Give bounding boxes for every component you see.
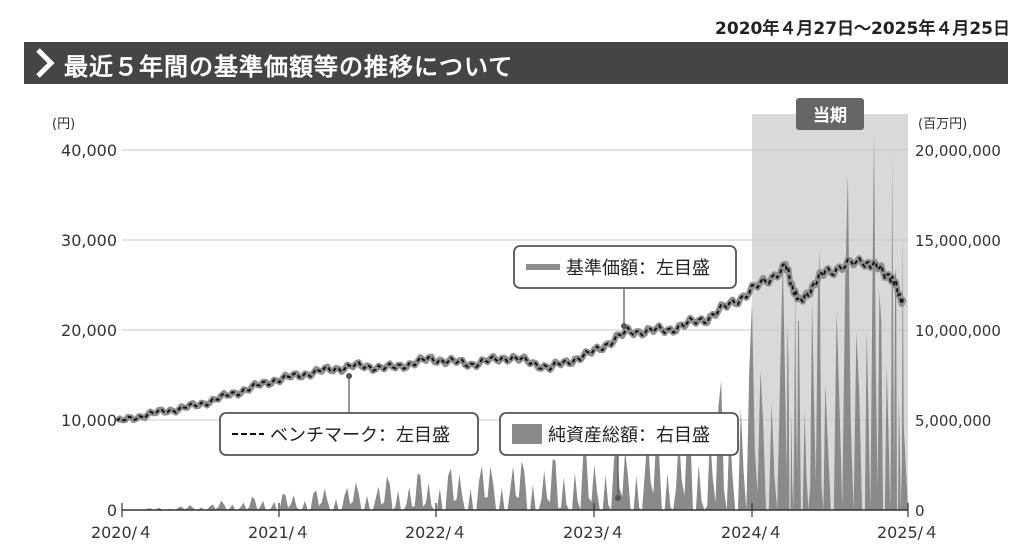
- legend-net-assets: 純資産総額：右目盛: [499, 412, 739, 501]
- left-tick-label: 30,000: [61, 231, 117, 250]
- legend-benchmark: ベンチマーク：左目盛: [219, 373, 479, 456]
- right-tick-label: 10,000,000: [915, 322, 1001, 340]
- net-assets-area: [116, 132, 909, 510]
- title-banner: 最近５年間の基準価額等の推移について: [24, 42, 1008, 84]
- left-tick-labels: 40,000 30,000 20,000 10,000 0: [61, 141, 117, 520]
- x-ticks: [121, 503, 909, 517]
- chevron-right-icon: [36, 48, 55, 78]
- legend-net-assets-label: 純資産総額：右目盛: [548, 425, 710, 446]
- x-tick-label: 2024/４: [721, 523, 783, 542]
- right-tick-label: 5,000,000: [915, 412, 991, 430]
- legend-nav-label: 基準価額：左目盛: [566, 258, 710, 279]
- legend-net-assets-swatch: [512, 424, 542, 444]
- legend-benchmark-label: ベンチマーク：左目盛: [270, 425, 450, 446]
- x-tick-label: 2020/４: [91, 523, 153, 542]
- left-axis-unit: (円): [52, 117, 75, 132]
- chart-title: 最近５年間の基準価額等の推移について: [64, 53, 514, 81]
- right-tick-label: 0: [915, 502, 925, 520]
- right-tick-label: 20,000,000: [915, 142, 1001, 160]
- left-tick-label: 40,000: [61, 141, 117, 160]
- right-tick-label: 15,000,000: [915, 232, 1001, 250]
- x-tick-label: 2022/４: [405, 523, 467, 542]
- current-period-label: 当期: [813, 105, 847, 126]
- right-axis-unit: (百万円): [918, 117, 967, 132]
- x-tick-label: 2025/４: [877, 523, 939, 542]
- x-tick-label: 2021/４: [248, 523, 310, 542]
- left-tick-label: 20,000: [61, 321, 117, 340]
- date-range: 2020年４月27日～2025年４月25日: [715, 19, 1010, 39]
- right-tick-labels: 20,000,000 15,000,000 10,000,000 5,000,0…: [915, 142, 1001, 520]
- benchmark-line: [116, 257, 905, 422]
- left-tick-label: 10,000: [61, 411, 117, 430]
- left-tick-label: 0: [107, 501, 117, 520]
- current-period-badge: 当期: [796, 98, 864, 130]
- x-tick-label: 2023/４: [563, 523, 625, 542]
- current-period-band: [752, 114, 908, 510]
- legend-nav: 基準価額：左目盛: [513, 245, 737, 329]
- x-tick-labels: 2020/４ 2021/４ 2022/４ 2023/４ 2024/４ 2025/…: [91, 523, 939, 542]
